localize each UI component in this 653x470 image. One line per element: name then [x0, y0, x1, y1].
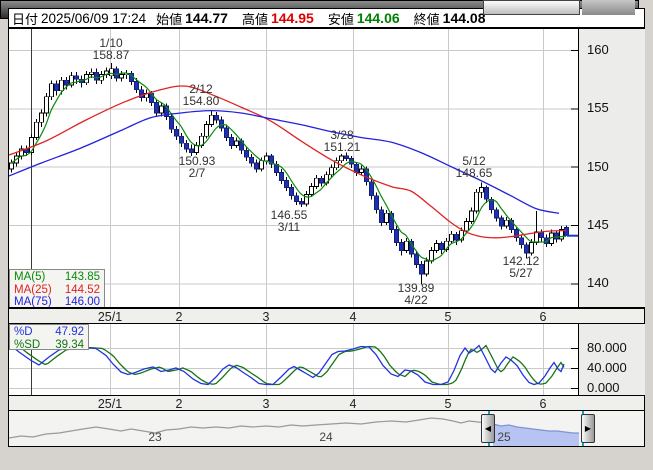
- navigator-year-label: 25: [497, 430, 511, 444]
- navigator-year-label: 24: [319, 430, 333, 444]
- month-label: 6: [539, 397, 547, 411]
- stoch-label: %SD: [14, 338, 41, 351]
- price-axis-label: 145: [587, 216, 609, 232]
- ma-legend-row: MA(75) 146.00: [14, 296, 100, 307]
- month-label: 2: [175, 397, 183, 411]
- stoch-value: 47.92: [55, 326, 84, 338]
- month-label: 5: [444, 310, 452, 324]
- scroll-left-button[interactable]: ◀: [481, 414, 495, 443]
- ma-label: MA(75): [14, 296, 52, 307]
- price-annotation: 139.89 4/22: [397, 281, 435, 307]
- stochastic-axis: 80.000 40.000 0.000: [578, 324, 645, 395]
- date-label: 日付: [12, 11, 39, 27]
- ma-value: 144.52: [64, 283, 100, 296]
- stochastic-chart[interactable]: %D 47.92 %SD 39.34: [9, 324, 578, 395]
- price-axis-label: 150: [587, 158, 609, 174]
- price-axis: 160 155 150 145 140: [578, 29, 645, 307]
- stoch-label: %D: [14, 326, 33, 338]
- candlestick-plot: [9, 29, 578, 307]
- month-label: 25/1: [97, 310, 123, 324]
- open-value: 144.77: [185, 10, 228, 26]
- date-value: 2025/06/09 17:24: [41, 10, 147, 26]
- price-axis-label: 140: [587, 275, 609, 291]
- navigator-plot: [9, 417, 579, 446]
- price-annotation: 1/10 158.87: [92, 36, 130, 62]
- price-annotation: 3/28 151.21: [323, 128, 361, 154]
- ma-legend: MA(5) 143.85 MA(25) 144.52 MA(75) 146.00: [9, 269, 105, 307]
- stochastic-axis-label: 80.000: [587, 340, 627, 355]
- stoch-legend-row: %D 47.92: [14, 326, 84, 339]
- close-value: 144.08: [442, 10, 486, 26]
- navigator-year-label: 23: [148, 430, 162, 444]
- price-annotation: 142.12 5/27: [502, 254, 540, 280]
- stochastic-plot: [9, 324, 578, 395]
- close-label: 終値: [413, 11, 440, 27]
- high-label: 高値: [241, 11, 268, 27]
- price-annotation: 2/12 154.80: [182, 82, 220, 108]
- ma-label: MA(5): [14, 271, 46, 283]
- price-axis-label: 160: [587, 42, 609, 57]
- month-label: 6: [539, 310, 547, 324]
- stoch-value: 39.34: [55, 338, 84, 351]
- scroll-right-button[interactable]: ▶: [581, 414, 595, 443]
- stoch-legend-row: %SD 39.34: [14, 339, 84, 352]
- price-annotation: 5/12 148.65: [455, 154, 493, 180]
- stochastic-axis-label: 0.000: [587, 380, 620, 395]
- ma-legend-row: MA(25) 144.52: [14, 284, 100, 297]
- month-label: 5: [444, 397, 452, 411]
- stochastic-panel: %D 47.92 %SD 39.34 80.000 40.000 0.000: [8, 323, 645, 396]
- low-label: 安値: [327, 11, 354, 27]
- scrollbar-thumb[interactable]: [483, 0, 580, 15]
- month-label: 3: [262, 397, 270, 411]
- price-axis-label: 155: [587, 100, 609, 116]
- open-label: 始値: [156, 11, 183, 27]
- month-label: 4: [349, 397, 357, 411]
- high-value: 144.95: [270, 10, 314, 26]
- stochastic-legend: %D 47.92 %SD 39.34: [9, 324, 89, 352]
- month-label: 3: [262, 310, 270, 324]
- month-label: 4: [349, 310, 357, 324]
- x-axis-labels-main: 25/1 2 3 4 5 6: [8, 308, 645, 324]
- price-annotation: 146.55 3/11: [270, 208, 308, 234]
- main-price-chart[interactable]: 1/10 158.87 2/12 154.80 150.93 2/7 146.55 3/11 3…: [9, 29, 578, 307]
- scrollbar-track-right[interactable]: [582, 0, 635, 15]
- month-label: 25/1: [97, 397, 123, 411]
- ma-value: 143.85: [64, 271, 100, 283]
- ma-label: MA(25): [14, 283, 52, 296]
- ma-value: 146.00: [64, 296, 100, 307]
- ma-legend-row: MA(5) 143.85: [14, 271, 100, 284]
- main-chart-panel: 1/10 158.87 2/12 154.80 150.93 2/7 146.55 3/11 3…: [8, 28, 645, 308]
- range-navigator[interactable]: ◀ ▶ 23 24 25: [8, 410, 645, 447]
- month-label: 2: [175, 310, 183, 324]
- price-annotation: 150.93 2/7: [178, 154, 216, 180]
- x-axis-labels-stochastic: 25/1 2 3 4 5 6: [8, 395, 645, 411]
- stochastic-axis-label: 40.000: [587, 360, 627, 375]
- low-value: 144.06: [356, 10, 400, 26]
